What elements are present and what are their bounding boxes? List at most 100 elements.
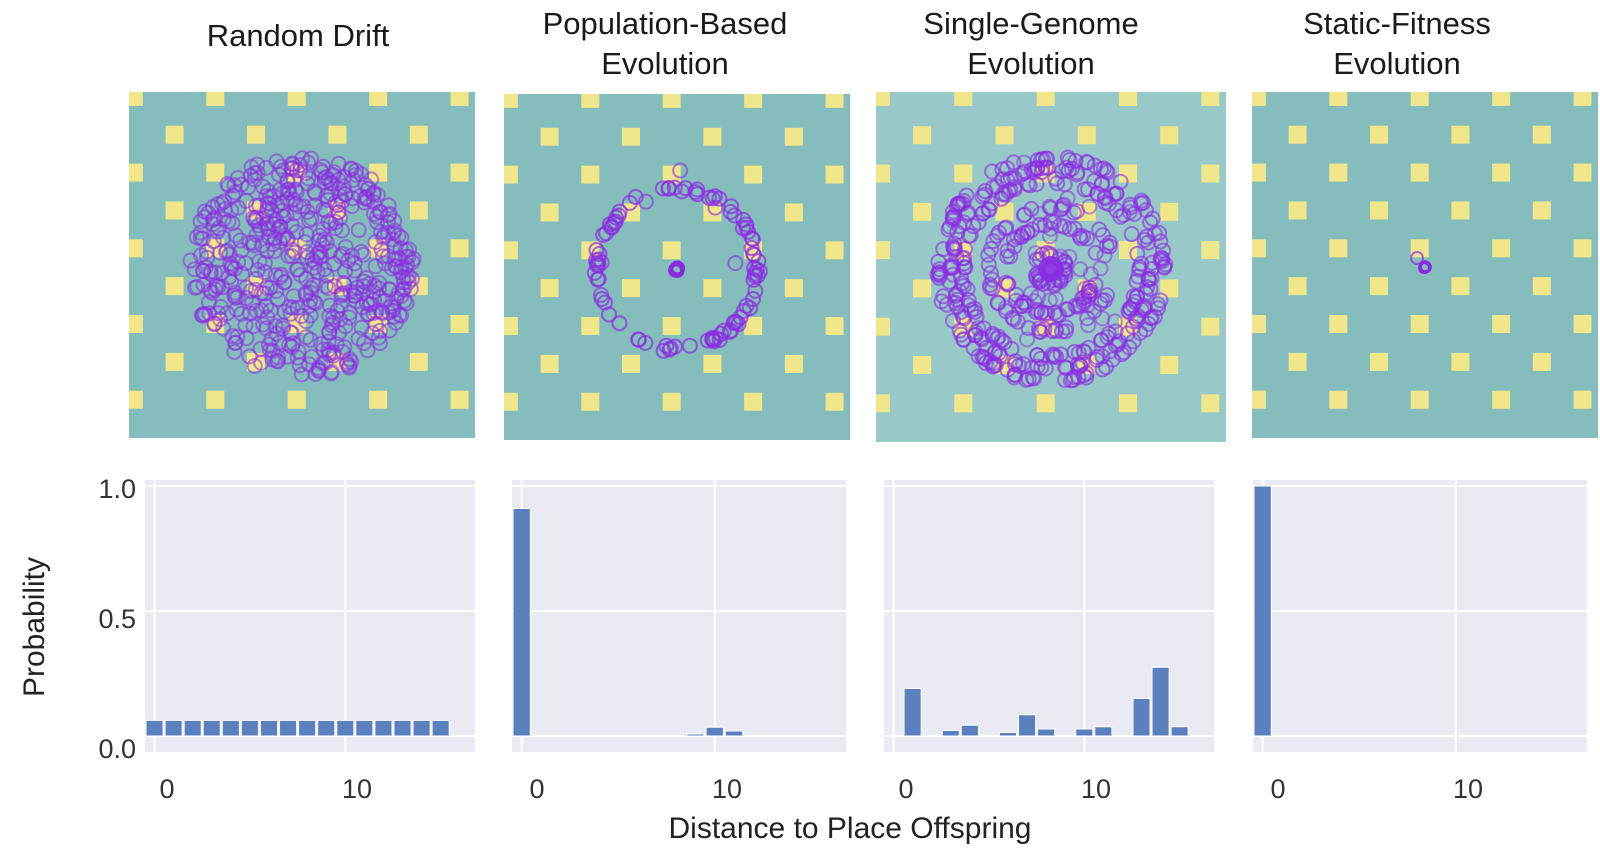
- offspring-marker: [300, 356, 317, 373]
- offspring-marker: [315, 158, 332, 175]
- offspring-marker: [723, 198, 740, 215]
- offspring-marker: [268, 282, 285, 299]
- offspring-marker: [308, 248, 325, 265]
- offspring-marker: [291, 357, 308, 374]
- offspring-marker: [1079, 297, 1096, 314]
- offspring-marker: [725, 314, 742, 331]
- offspring-marker: [344, 198, 361, 215]
- offspring-marker: [596, 294, 613, 311]
- histogram-bar: [298, 719, 317, 737]
- offspring-marker: [393, 287, 410, 304]
- food-patch: [1288, 352, 1307, 371]
- offspring-marker: [1152, 292, 1169, 309]
- food-patch: [129, 163, 143, 182]
- food-patch: [369, 92, 388, 106]
- food-patch: [129, 315, 143, 334]
- offspring-marker: [590, 257, 607, 274]
- food-patch: [1252, 163, 1266, 182]
- offspring-marker: [1032, 350, 1049, 367]
- food-patch: [995, 126, 1014, 145]
- food-patch: [504, 392, 518, 411]
- offspring-marker: [1075, 343, 1092, 360]
- offspring-marker: [206, 316, 223, 333]
- offspring-marker: [681, 337, 698, 354]
- offspring-marker: [1136, 301, 1153, 318]
- food-patch: [913, 356, 932, 374]
- food-patch: [1532, 352, 1551, 371]
- offspring-marker: [1079, 310, 1096, 327]
- food-patch: [1532, 125, 1551, 144]
- food-patch: [1288, 277, 1307, 296]
- offspring-marker: [1027, 245, 1044, 262]
- offspring-marker: [256, 285, 273, 302]
- offspring-marker: [1133, 192, 1150, 209]
- offspring-marker: [260, 336, 277, 353]
- offspring-marker: [249, 262, 266, 279]
- food-patch: [1410, 163, 1429, 182]
- food-patch: [165, 277, 184, 296]
- offspring-marker: [1058, 319, 1075, 336]
- offspring-marker: [735, 211, 752, 228]
- food-patch: [1410, 239, 1429, 258]
- food-patch: [504, 165, 518, 184]
- offspring-marker: [350, 222, 367, 239]
- histogram-bar: [686, 733, 705, 737]
- offspring-marker: [1157, 256, 1174, 273]
- offspring-marker: [947, 287, 964, 304]
- offspring-marker: [984, 271, 1001, 288]
- offspring-marker: [747, 265, 764, 282]
- offspring-marker: [241, 348, 258, 365]
- food-patch: [1451, 125, 1470, 144]
- food-patch: [622, 127, 641, 146]
- food-patch: [825, 241, 844, 260]
- offspring-marker: [1055, 196, 1072, 213]
- offspring-marker: [960, 227, 977, 244]
- offspring-marker: [1095, 160, 1112, 177]
- offspring-marker: [951, 322, 968, 339]
- xtick-label: 10: [341, 774, 373, 804]
- histogram-bar: [512, 508, 531, 737]
- histogram-bar: [1132, 698, 1151, 737]
- histogram-bar: [744, 734, 763, 737]
- offspring-marker: [654, 180, 671, 197]
- offspring-marker: [1123, 226, 1140, 243]
- offspring-marker: [248, 209, 265, 226]
- offspring-marker: [302, 331, 319, 348]
- food-patch: [744, 94, 763, 108]
- food-patch: [1119, 394, 1137, 413]
- offspring-marker: [188, 229, 205, 246]
- food-patch: [995, 202, 1014, 221]
- offspring-marker: [325, 167, 342, 184]
- offspring-marker: [368, 303, 385, 320]
- panel-title-population-based-text: Population-Based Evolution: [542, 6, 788, 81]
- offspring-marker: [951, 283, 968, 300]
- offspring-marker: [1125, 333, 1142, 350]
- histogram-population-based: [512, 480, 846, 752]
- offspring-marker: [313, 164, 330, 181]
- offspring-marker: [232, 232, 249, 249]
- offspring-marker: [290, 261, 307, 278]
- offspring-marker: [258, 188, 275, 205]
- offspring-marker: [302, 292, 319, 309]
- offspring-marker: [721, 323, 738, 340]
- offspring-marker: [1041, 228, 1058, 245]
- food-patch: [703, 279, 722, 298]
- offspring-marker: [707, 199, 724, 216]
- histogram-bar: [145, 719, 164, 737]
- offspring-marker: [726, 207, 743, 224]
- food-patch: [247, 352, 266, 371]
- panel-title-static-fitness: Static-Fitness Evolution: [1232, 4, 1562, 84]
- offspring-marker: [985, 354, 1002, 371]
- offspring-marker: [1031, 323, 1048, 340]
- offspring-marker: [311, 232, 328, 249]
- offspring-marker: [946, 240, 963, 257]
- offspring-marker: [711, 331, 728, 348]
- offspring-marker: [326, 278, 343, 295]
- food-patch: [369, 390, 388, 409]
- food-patch: [876, 394, 890, 413]
- food-patch: [1329, 239, 1348, 258]
- offspring-marker: [186, 261, 203, 278]
- histogram-bar: [1037, 728, 1056, 737]
- offspring-marker: [246, 211, 263, 228]
- offspring-marker: [722, 203, 739, 220]
